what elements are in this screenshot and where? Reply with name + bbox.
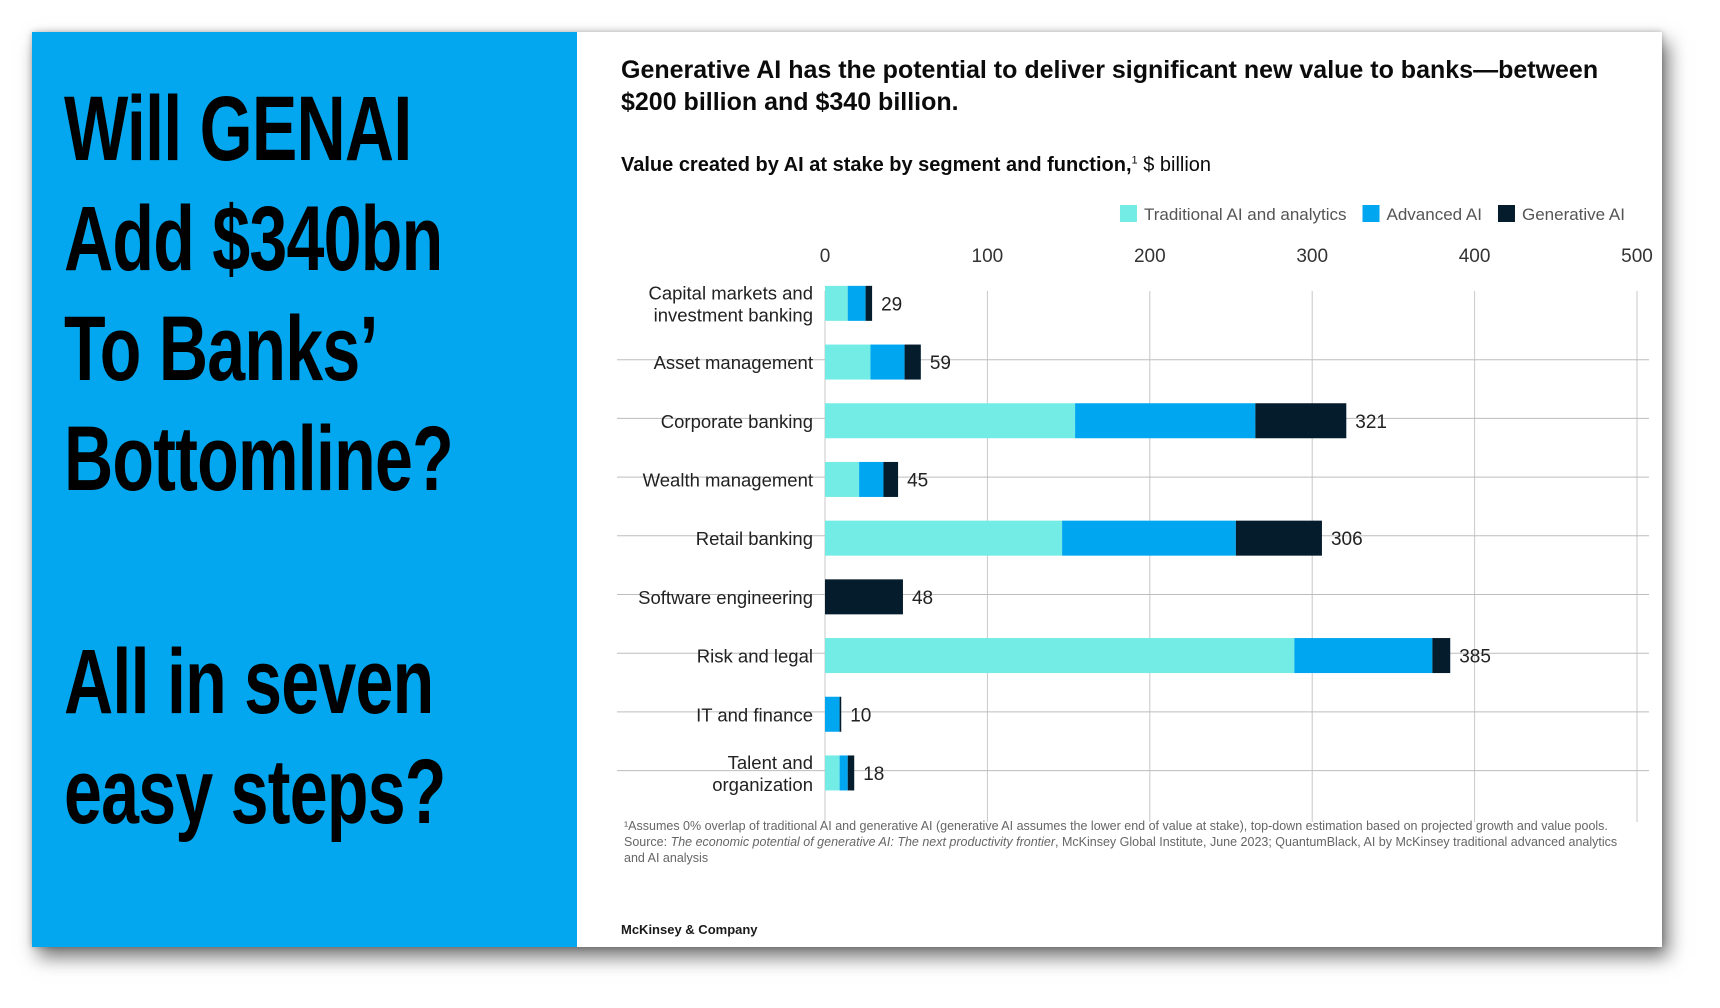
- subtitle-unit: $ billion: [1137, 154, 1212, 176]
- headline-line: Will GENAI: [64, 78, 412, 180]
- category-label: investment banking: [654, 304, 813, 325]
- category-label: Retail banking: [696, 528, 813, 549]
- headline-steps: All in seven easy steps?: [64, 627, 446, 847]
- source-rest: , McKinsey Global Institute, June 2023; …: [624, 835, 1618, 865]
- headline-line: easy steps?: [64, 741, 446, 843]
- footnotes: ¹Assumes 0% overlap of traditional AI an…: [621, 818, 1621, 866]
- slide-card: Will GENAI Add $340bn To Banks’ Bottomli…: [32, 32, 1662, 947]
- category-label: Talent and: [728, 752, 813, 773]
- x-tick-label: 400: [1459, 246, 1491, 267]
- bar-segment: [839, 696, 842, 732]
- category-label: Risk and legal: [697, 646, 813, 667]
- category-label: Asset management: [654, 352, 813, 373]
- bar-segment: [825, 403, 1076, 439]
- headline-panel: Will GENAI Add $340bn To Banks’ Bottomli…: [32, 32, 577, 947]
- x-tick-label: 300: [1296, 246, 1328, 267]
- legend-swatch: [1119, 205, 1137, 222]
- legend-label: Generative AI: [1522, 205, 1625, 224]
- chart-title: Generative AI has the potential to deliv…: [621, 56, 1599, 116]
- source-prefix: Source:: [624, 835, 671, 849]
- bar-segment: [825, 696, 840, 732]
- category-label: Corporate banking: [661, 411, 813, 432]
- headline-line: Add $340bn: [64, 188, 443, 290]
- data-label: 59: [930, 353, 951, 374]
- bar-segment: [825, 461, 860, 497]
- bar-segment: [825, 579, 903, 615]
- source-title: The economic potential of generative AI:…: [670, 835, 1056, 849]
- bar-segment: [847, 755, 855, 791]
- bar-segment: [904, 344, 921, 380]
- data-label: 45: [907, 470, 928, 491]
- bar-segment: [847, 285, 866, 321]
- stacked-bar-chart: Generative AI Advanced AI Traditional AI a…: [617, 205, 1653, 822]
- headline-line: All in seven: [64, 631, 434, 733]
- chart-subtitle: Value created by AI at stake by segment …: [621, 154, 1211, 177]
- bar-segment: [1432, 638, 1451, 674]
- footnote-1: ¹Assumes 0% overlap of traditional AI an…: [624, 819, 1608, 833]
- x-tick-label: 200: [1134, 246, 1166, 267]
- chart-panel: Generative AI has the potential to deliv…: [577, 32, 1662, 947]
- source-note: Source: The economic potential of genera…: [624, 834, 1621, 866]
- bar-segment: [1062, 520, 1236, 556]
- bar-segment: [865, 285, 873, 321]
- category-label: Capital markets and: [648, 282, 813, 303]
- x-tick-label: 100: [972, 246, 1004, 267]
- x-tick-label: 500: [1621, 246, 1653, 267]
- headline-line: To Banks’: [64, 298, 378, 400]
- headline-line: Bottomline?: [64, 408, 454, 510]
- category-label: IT and finance: [696, 704, 813, 725]
- data-label: 385: [1459, 647, 1491, 668]
- data-label: 321: [1355, 412, 1387, 433]
- bar-segment: [825, 285, 848, 321]
- data-label: 29: [881, 294, 902, 315]
- category-label: Wealth management: [643, 469, 813, 490]
- footnote-marker: 1: [1131, 154, 1138, 167]
- data-label: 10: [850, 705, 871, 726]
- data-label: 306: [1331, 529, 1363, 550]
- bar-segment: [825, 520, 1063, 556]
- data-label: 48: [912, 588, 933, 609]
- bar-segment: [1255, 403, 1347, 439]
- bar-segment: [1294, 638, 1433, 674]
- bar-segment: [839, 755, 848, 791]
- brand-label: McKinsey & Company: [621, 922, 758, 937]
- bar-segment: [825, 755, 840, 791]
- bar-segment: [1075, 403, 1256, 439]
- category-label: organization: [712, 774, 813, 795]
- bar-segment: [870, 344, 905, 380]
- bar-segment: [883, 461, 899, 497]
- bar-segment: [825, 638, 1295, 674]
- legend-label: Advanced AI: [1387, 205, 1482, 224]
- subtitle-main: Value created by AI at stake by segment …: [621, 154, 1132, 176]
- headline-question: Will GENAI Add $340bn To Banks’ Bottomli…: [64, 74, 454, 514]
- x-tick-label: 0: [820, 246, 831, 267]
- legend-swatch: [1497, 205, 1515, 222]
- category-label: Software engineering: [638, 587, 813, 608]
- bar-segment: [825, 344, 871, 380]
- data-label: 18: [863, 764, 884, 785]
- bar-segment: [1235, 520, 1322, 556]
- legend-label: Traditional AI and analytics: [1144, 205, 1347, 224]
- legend-swatch: [1362, 205, 1380, 222]
- bar-segment: [859, 461, 884, 497]
